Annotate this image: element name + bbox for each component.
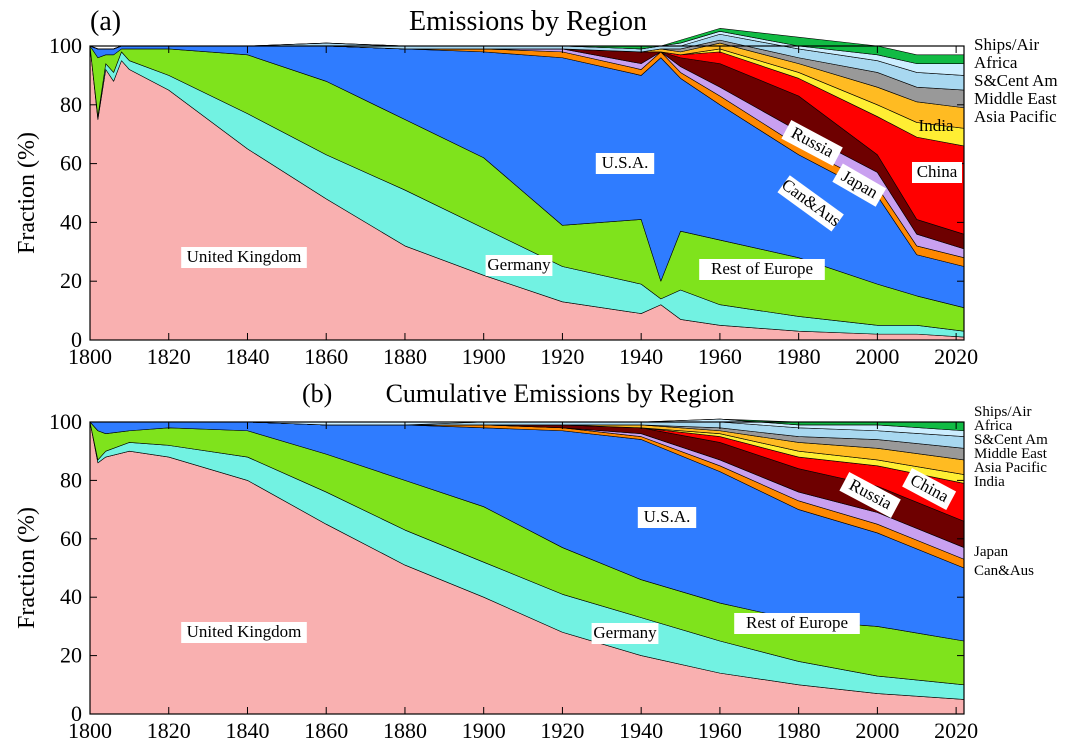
- legend-label-middle-east: Middle East: [974, 446, 1048, 462]
- y-tick-label: 40: [60, 584, 82, 609]
- region-label-text: India: [919, 116, 954, 135]
- x-tick-label: 1940: [619, 344, 663, 369]
- y-tick-label: 80: [60, 92, 82, 117]
- panel-b: 0 20 40 60 80 100 1800 1820 1840 1860 1880 1900 1920…: [14, 379, 1048, 743]
- region-label-box: [181, 247, 307, 268]
- legend-label-asia-pacific: Asia Pacific: [974, 460, 1047, 476]
- region-label-text: Rest of Europe: [711, 259, 813, 278]
- x-tick-label: 1860: [304, 344, 348, 369]
- region-label-box: [832, 163, 887, 207]
- region-label-united-kingdom: United Kingdom: [181, 622, 307, 643]
- x-tick-label: 1880: [383, 718, 427, 743]
- x-tick-label: 1860: [304, 718, 348, 743]
- y-tick-label: 40: [60, 209, 82, 234]
- x-tick-label: 2020: [934, 718, 978, 743]
- y-tick-label: 60: [60, 526, 82, 551]
- region-label-u-s-a: U.S.A.: [595, 153, 655, 174]
- region-label-text: United Kingdom: [187, 622, 302, 641]
- x-tick-label: 1980: [777, 344, 821, 369]
- legend-label-india: India: [974, 474, 1005, 490]
- region-label-germany: Germany: [591, 623, 659, 644]
- x-tick-label: 1960: [698, 344, 742, 369]
- y-tick-label: 100: [49, 409, 82, 434]
- region-label-box: [902, 468, 957, 511]
- x-tick-label: 2020: [934, 344, 978, 369]
- y-tick-label: 0: [71, 701, 82, 726]
- region-label-box: [781, 120, 843, 167]
- panel-a: 0 20 40 60 80 100 1800 1820 1840 1860 1880 1900 1920…: [14, 6, 1058, 369]
- y-tick-label: 0: [71, 327, 82, 352]
- chart-title: Emissions by Region: [409, 6, 647, 37]
- chart-title: Cumulative Emissions by Region: [386, 379, 735, 408]
- region-label-text: U.S.A.: [644, 507, 691, 526]
- region-label-box: [734, 613, 860, 634]
- region-label-u-s-a: U.S.A.: [637, 507, 697, 528]
- y-tick-label: 60: [60, 151, 82, 176]
- region-label-text: U.S.A.: [602, 153, 649, 172]
- x-tick-label: 1840: [225, 718, 269, 743]
- region-label-text: Germany: [593, 623, 657, 642]
- x-tick-label: 1820: [147, 718, 191, 743]
- legend-label-s-and-cent-am: S&Cent Am: [974, 432, 1048, 448]
- legend-label-africa: Africa: [974, 418, 1013, 434]
- region-label-box: [181, 622, 307, 643]
- panel-label: (b): [302, 379, 332, 408]
- region-label-germany: Germany: [485, 255, 553, 276]
- region-label-india: India: [919, 116, 954, 135]
- x-tick-label: 1960: [698, 718, 742, 743]
- legend-label-ships-air: Ships/Air: [974, 35, 1040, 54]
- plot-frame: [89, 45, 965, 341]
- region-label-rest-of-europe: Rest of Europe: [699, 259, 825, 280]
- x-tick-label: 1920: [540, 718, 584, 743]
- legend-label-middle-east: Middle East: [974, 89, 1057, 108]
- x-tick-label: 1800: [68, 718, 112, 743]
- y-tick-label: 20: [60, 268, 82, 293]
- region-label-box: [699, 259, 825, 280]
- region-label-china: China: [912, 162, 962, 183]
- legend-label-ships-air: Ships/Air: [974, 404, 1032, 420]
- region-label-united-kingdom: United Kingdom: [181, 247, 307, 268]
- region-label-box: [839, 472, 901, 519]
- x-tick-label: 1940: [619, 718, 663, 743]
- region-label-box: [912, 162, 962, 183]
- legend-label-s-and-cent-am: S&Cent Am: [974, 71, 1058, 90]
- x-tick-label: 1920: [540, 344, 584, 369]
- region-label-text: Germany: [487, 255, 551, 274]
- region-label-box: [485, 255, 553, 276]
- x-tick-label: 2000: [855, 344, 899, 369]
- y-tick-label: 100: [49, 33, 82, 58]
- region-label-text: China: [917, 162, 958, 181]
- region-label-box: [637, 507, 697, 528]
- legend-label-can-and-aus: Can&Aus: [974, 563, 1034, 579]
- region-label-box: [591, 623, 659, 644]
- region-label-text: United Kingdom: [187, 247, 302, 266]
- x-tick-label: 2000: [855, 718, 899, 743]
- legend-label-japan: Japan: [974, 544, 1009, 560]
- x-tick-label: 1900: [462, 718, 506, 743]
- region-label-rest-of-europe: Rest of Europe: [734, 613, 860, 634]
- y-tick-label: 80: [60, 467, 82, 492]
- x-tick-label: 1820: [147, 344, 191, 369]
- x-tick-label: 1800: [68, 344, 112, 369]
- y-axis-label: Fraction (%): [14, 132, 40, 254]
- plot-frame: [89, 421, 965, 715]
- x-tick-label: 1980: [777, 718, 821, 743]
- panel-label: (a): [90, 6, 121, 37]
- region-label-text: Rest of Europe: [746, 613, 848, 632]
- y-tick-label: 20: [60, 643, 82, 668]
- x-tick-label: 1880: [383, 344, 427, 369]
- legend-label-africa: Africa: [974, 53, 1018, 72]
- region-label-box: [595, 153, 655, 174]
- x-tick-label: 1840: [225, 344, 269, 369]
- region-label-box: [777, 175, 844, 232]
- x-tick-label: 1900: [462, 344, 506, 369]
- y-axis-label: Fraction (%): [14, 507, 40, 629]
- legend-label-asia-pacific: Asia Pacific: [974, 107, 1057, 126]
